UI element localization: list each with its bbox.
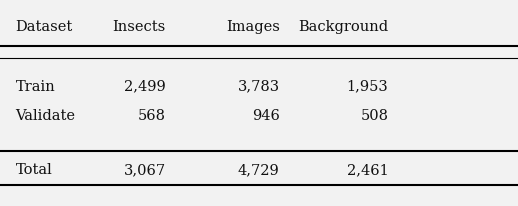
Text: Train: Train: [16, 80, 55, 94]
Text: 946: 946: [252, 109, 280, 123]
Text: Validate: Validate: [16, 109, 76, 123]
Text: 568: 568: [138, 109, 166, 123]
Text: Images: Images: [226, 20, 280, 34]
Text: 1,953: 1,953: [347, 80, 388, 94]
Text: 3,783: 3,783: [238, 80, 280, 94]
Text: 3,067: 3,067: [124, 163, 166, 177]
Text: Insects: Insects: [112, 20, 166, 34]
Text: 2,499: 2,499: [124, 80, 166, 94]
Text: Dataset: Dataset: [16, 20, 73, 34]
Text: Total: Total: [16, 163, 52, 177]
Text: Background: Background: [298, 20, 388, 34]
Text: 4,729: 4,729: [238, 163, 280, 177]
Text: 2,461: 2,461: [347, 163, 388, 177]
Text: 508: 508: [361, 109, 388, 123]
